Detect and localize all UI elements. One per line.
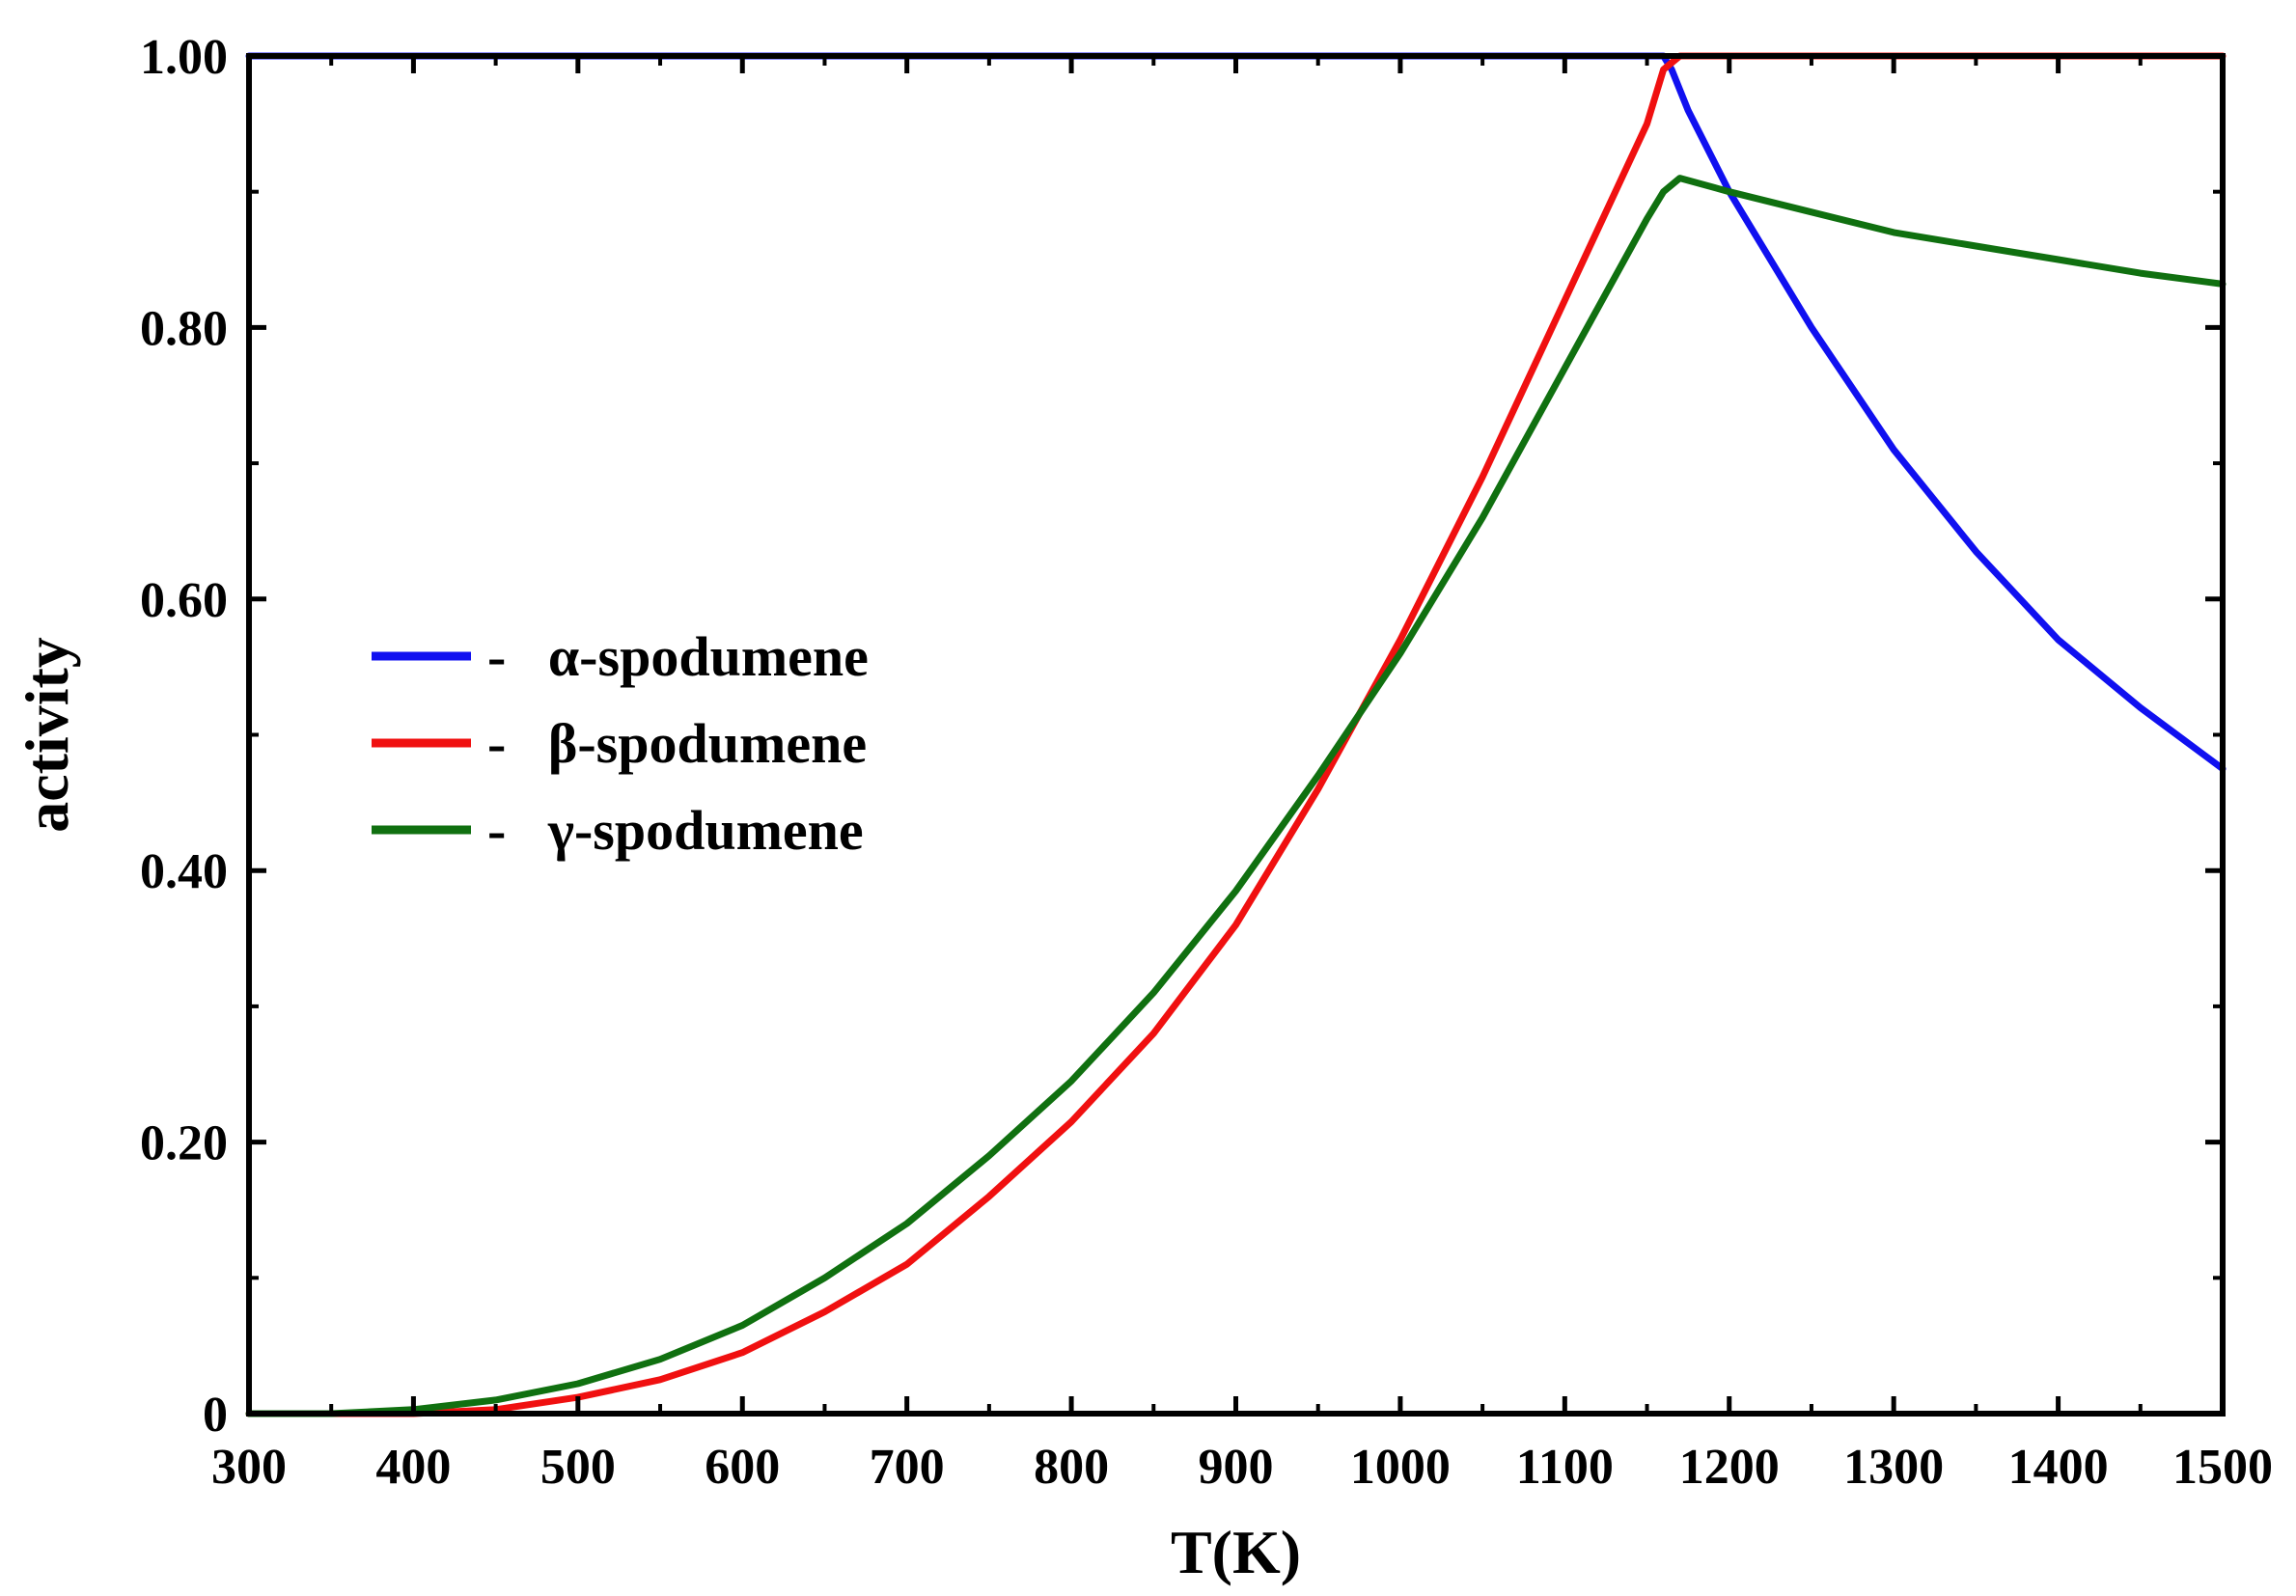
legend: - α-spodumene - β-spodumene - γ-spodumene bbox=[372, 625, 869, 862]
legend-label-3: - γ-spodumene bbox=[487, 799, 864, 862]
x-tick-label: 1100 bbox=[1516, 1440, 1614, 1495]
x-tick-labels: 300 400 500 600 700 800 900 1000 1100 1200 1300 140… bbox=[211, 1440, 2273, 1495]
y-tick-label: 0.60 bbox=[140, 573, 228, 628]
x-tick-label: 1200 bbox=[1679, 1440, 1780, 1495]
x-tick-label: 1000 bbox=[1350, 1440, 1451, 1495]
y-tick-label: 1.00 bbox=[140, 30, 228, 85]
y-tick-label: 0.80 bbox=[140, 301, 228, 356]
y-tick-label: 0.40 bbox=[140, 844, 228, 899]
y-axis-title: activity bbox=[13, 637, 81, 833]
x-tick-label: 1500 bbox=[2172, 1440, 2273, 1495]
series-line-3 bbox=[245, 175, 2227, 1417]
y-tick-labels: 0 0.20 0.40 0.60 0.80 1.00 bbox=[140, 30, 228, 1443]
x-tick-label: 1400 bbox=[2008, 1440, 2109, 1495]
y-tick-label: 0 bbox=[203, 1388, 228, 1443]
x-tick-label: 300 bbox=[211, 1440, 287, 1495]
x-tick-label: 1300 bbox=[1843, 1440, 1944, 1495]
x-tick-label: 600 bbox=[705, 1440, 780, 1495]
x-tick-label: 400 bbox=[375, 1440, 451, 1495]
x-tick-label: 500 bbox=[540, 1440, 616, 1495]
legend-label-1: - α-spodumene bbox=[487, 625, 869, 688]
x-tick-label: 700 bbox=[870, 1440, 945, 1495]
x-tick-label: 800 bbox=[1034, 1440, 1109, 1495]
y-tick-label: 0.20 bbox=[140, 1116, 228, 1171]
x-axis-title: T(K) bbox=[1171, 1518, 1301, 1586]
x-tick-label: 900 bbox=[1199, 1440, 1274, 1495]
legend-label-2: - β-spodumene bbox=[487, 712, 867, 775]
ticks-layer bbox=[246, 53, 2226, 1417]
